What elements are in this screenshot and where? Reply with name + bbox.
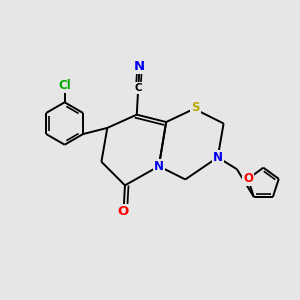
Text: S: S [191, 101, 200, 114]
Text: N: N [154, 160, 164, 173]
Text: O: O [243, 172, 253, 185]
Text: O: O [118, 205, 129, 218]
Text: C: C [134, 83, 142, 93]
Text: N: N [134, 60, 145, 73]
Text: Cl: Cl [58, 79, 71, 92]
Text: N: N [213, 151, 223, 164]
